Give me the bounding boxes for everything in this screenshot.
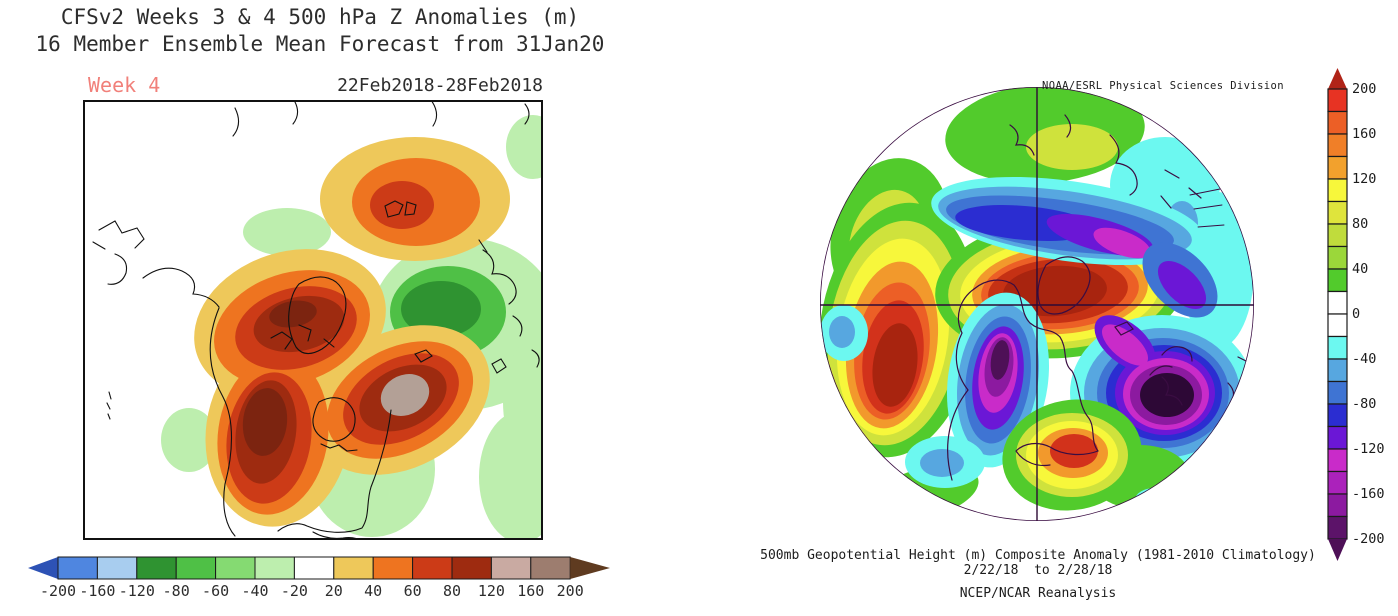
colorbar-tick-label: -80 xyxy=(1352,396,1377,412)
colorbar-cell xyxy=(1327,358,1348,383)
colorbar-cell xyxy=(1327,290,1348,315)
anomaly-fills xyxy=(820,87,1254,521)
colorbar-cell xyxy=(1327,313,1348,338)
colorbar-cell xyxy=(1327,200,1348,225)
colorbar-cell xyxy=(1327,223,1348,248)
colorbar-cell xyxy=(1327,133,1348,158)
colorbar-cell xyxy=(1327,335,1348,360)
colorbar-cell xyxy=(1327,425,1348,450)
colorbar-cell xyxy=(1327,448,1348,473)
colorbar-tick-label: -200 xyxy=(1352,531,1385,547)
colorbar-tick-label: 60 xyxy=(403,582,422,600)
graticule xyxy=(820,87,1254,521)
forecast-map-panel xyxy=(83,100,543,540)
colorbar-arrow-low xyxy=(1328,539,1347,561)
colorbar-tick-label: -40 xyxy=(241,582,269,600)
week-label: Week 4 xyxy=(88,73,161,97)
colorbar-tick-label: 0 xyxy=(1352,306,1361,322)
positive-anomaly-fills xyxy=(194,137,510,527)
noaa-source-title: NOAA/ESRL Physical Sciences Division xyxy=(1042,80,1284,92)
colorbar-cell xyxy=(1327,245,1348,270)
colorbar-tick-label: 160 xyxy=(517,582,545,600)
reanalysis-caption: 500mb Geopotential Height (m) Composite … xyxy=(738,548,1338,601)
colorbar-arrow-high xyxy=(570,557,610,579)
colorbar-tick-label: 80 xyxy=(442,582,462,600)
colorbar-cell xyxy=(1327,470,1348,495)
colorbar-arrow-high xyxy=(1328,68,1347,89)
colorbar-cell xyxy=(1327,110,1348,135)
forecast-date-range: 22Feb2018-28Feb2018 xyxy=(337,75,543,96)
forecast-map-svg xyxy=(92,102,541,538)
colorbar-tick-label: -160 xyxy=(79,582,116,600)
forecast-title-line1: CFSv2 Weeks 3 & 4 500 hPa Z Anomalies (m… xyxy=(60,5,580,29)
colorbar-cell xyxy=(1327,88,1348,113)
colorbar-cell xyxy=(96,556,138,580)
colorbar-tick-label: 120 xyxy=(1352,171,1377,187)
colorbar-tick-label: -120 xyxy=(1352,441,1385,457)
colorbar-cell xyxy=(372,556,414,580)
forecast-title-line2: 16 Member Ensemble Mean Forecast from 31… xyxy=(35,32,605,56)
colorbar-tick-label: 200 xyxy=(1352,81,1377,97)
colorbar-tick-label: -80 xyxy=(162,582,190,600)
coastlines xyxy=(92,102,540,538)
colorbar-cell xyxy=(333,556,374,580)
colorbar-tick-label: -200 xyxy=(39,582,77,600)
colorbar-tick-label: -160 xyxy=(1352,486,1385,502)
colorbar-tick-label: 200 xyxy=(556,582,584,600)
colorbar-cell xyxy=(254,556,295,580)
colorbar-cell xyxy=(451,556,492,580)
forecast-colorbar: -200 -160 -120 -80 -60 -40 -20 20 40 60 80 120 160 20… xyxy=(26,556,626,606)
colorbar-cell xyxy=(1327,178,1348,203)
colorbar-tick-label: 120 xyxy=(477,582,505,600)
colorbar-tick-label: -60 xyxy=(202,582,230,600)
reanalysis-map-svg xyxy=(820,87,1254,521)
colorbar-cell xyxy=(1327,493,1348,518)
colorbar-tick-label: 160 xyxy=(1352,126,1377,142)
colorbar-cell xyxy=(1327,155,1348,180)
colorbar-cells xyxy=(28,556,610,580)
reanalysis-map-panel xyxy=(810,75,1265,535)
colorbar-cell xyxy=(1327,515,1348,540)
colorbar-tick-label: -20 xyxy=(280,582,308,600)
colorbar-cell xyxy=(215,556,256,580)
colorbar-tick-label: 40 xyxy=(364,582,383,600)
coastlines xyxy=(947,114,1251,481)
colorbar-cell xyxy=(293,556,335,580)
reanalysis-colorbar: 200 160 120 80 40 0 -40 -80 -120 -160 -200 xyxy=(1322,60,1398,572)
colorbar-cells xyxy=(1327,68,1348,561)
caption-line2: 2/22/18 to 2/28/18 xyxy=(963,563,1113,578)
colorbar-cell xyxy=(412,556,453,580)
colorbar-tick-label: 80 xyxy=(1352,216,1369,232)
colorbar-cell xyxy=(175,556,217,580)
colorbar-tick-label: 20 xyxy=(324,582,343,600)
colorbar-cell xyxy=(136,556,177,580)
colorbar-cell xyxy=(490,556,532,580)
colorbar-tick-label: -40 xyxy=(1352,351,1377,367)
colorbar-cell xyxy=(530,556,571,580)
caption-line3: NCEP/NCAR Reanalysis xyxy=(959,586,1117,601)
colorbar-cell xyxy=(1327,403,1348,428)
colorbar-cell xyxy=(57,556,98,580)
colorbar-tick-label: -120 xyxy=(118,582,155,600)
colorbar-arrow-low xyxy=(28,557,58,579)
colorbar-tick-label: 40 xyxy=(1352,261,1369,277)
colorbar-cell xyxy=(1327,268,1348,293)
caption-line1: 500mb Geopotential Height (m) Composite … xyxy=(760,548,1316,563)
colorbar-cell xyxy=(1327,380,1348,405)
